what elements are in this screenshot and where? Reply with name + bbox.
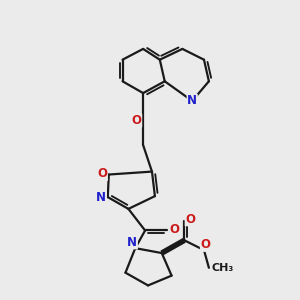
Text: O: O xyxy=(200,238,211,251)
Text: O: O xyxy=(185,213,195,226)
Text: O: O xyxy=(132,114,142,127)
Text: O: O xyxy=(169,223,179,236)
Text: O: O xyxy=(97,167,107,180)
Text: N: N xyxy=(187,94,197,107)
Text: N: N xyxy=(127,236,137,249)
Text: CH₃: CH₃ xyxy=(211,263,233,273)
Text: N: N xyxy=(96,190,106,204)
